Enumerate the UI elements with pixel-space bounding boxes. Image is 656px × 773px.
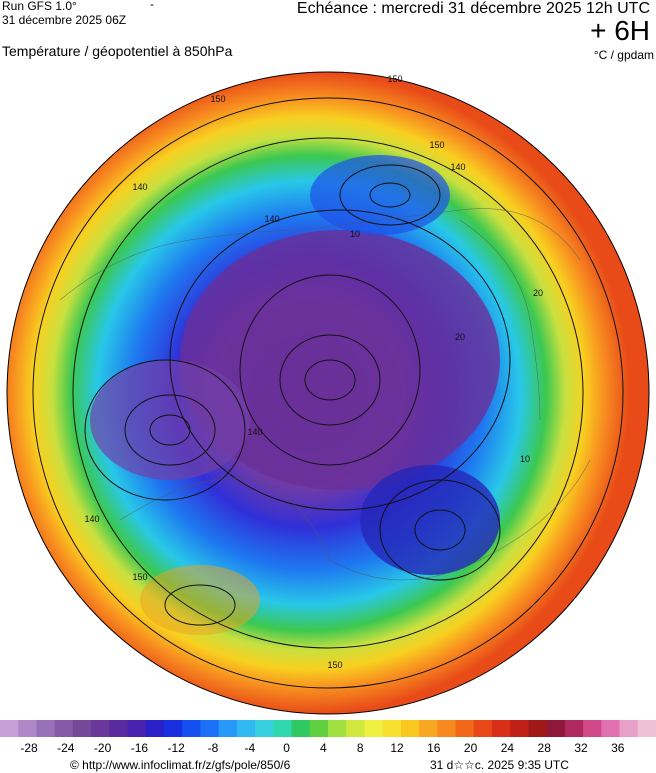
colorbar-cell [36, 720, 56, 737]
colorbar-cell [492, 720, 511, 737]
colorbar-cell [200, 720, 220, 737]
contour-label: 140 [450, 162, 465, 172]
colorbar-label: -16 [131, 741, 149, 755]
colorbar-cell [91, 720, 110, 737]
colorbar-cell [54, 720, 74, 737]
colorbar-cell [437, 720, 457, 737]
echeance: Echéance : mercredi 31 décembre 2025 12h… [297, 0, 650, 17]
contour-label: 150 [132, 572, 147, 582]
colorbar-label: -12 [168, 741, 186, 755]
colorbar-cell [236, 720, 256, 737]
colorbar-cell [564, 720, 584, 737]
colorbar-label: 0 [283, 741, 290, 755]
contour-label: 150 [327, 660, 342, 670]
colorbar-cell [455, 720, 475, 737]
colorbar-cell [400, 720, 420, 737]
colorbar-label: -28 [20, 741, 38, 755]
colorbar-cell [328, 720, 347, 737]
colorbar-label: -20 [94, 741, 112, 755]
colorbar-label: -24 [57, 741, 75, 755]
contour-label: 140 [264, 214, 279, 224]
colorbar-label: 24 [501, 741, 515, 755]
colorbar-cell [619, 720, 639, 737]
colorbar-cell [346, 720, 365, 737]
colorbar-cell [309, 720, 329, 737]
colorbar-cell [419, 720, 438, 737]
contour-label: 150 [429, 140, 444, 150]
colorbar-cell [127, 720, 147, 737]
colorbar-label: 16 [427, 741, 441, 755]
colorbar-label: 8 [357, 741, 364, 755]
colorbar-cell [182, 720, 201, 737]
colorbar-cell [546, 720, 566, 737]
contour-label: 20 [455, 332, 465, 342]
field-label: Température / géopotentiel à 850hPa [2, 43, 233, 59]
colorbar-cell [291, 720, 311, 737]
colorbar-cell [510, 720, 529, 737]
colorbar-cell [72, 720, 92, 737]
offset: + 6H [590, 15, 650, 46]
colorbar-cell [601, 720, 621, 737]
units: °C / gpdam [594, 48, 654, 62]
footer-generated: 31 d☆☆c. 2025 9:35 UTC [430, 758, 569, 772]
colorbar-cell [382, 720, 402, 737]
colorbar-label: 4 [320, 741, 327, 755]
colorbar-cell [637, 720, 656, 737]
colorbar-cell [364, 720, 384, 737]
colorbar-label: 12 [390, 741, 404, 755]
colorbar-label: 20 [464, 741, 478, 755]
map-disc [7, 72, 649, 714]
colorbar-cell [0, 720, 19, 737]
colorbar-label: 32 [574, 741, 588, 755]
contour-label: 150 [387, 74, 402, 84]
run-label: Run GFS 1.0° [2, 0, 77, 13]
colorbar-cell [18, 720, 37, 737]
contour-label: 140 [132, 182, 147, 192]
colorbar-label: 36 [611, 741, 625, 755]
contour-label: 10 [520, 454, 530, 464]
colorbar-cell [583, 720, 602, 737]
contour-label: 140 [247, 427, 262, 437]
map-border [6, 71, 650, 715]
colorbar-cell [164, 720, 183, 737]
contour-label: 20 [533, 288, 543, 298]
contour-label: 140 [84, 514, 99, 524]
colorbar-label: -4 [244, 741, 255, 755]
contour-label: 10 [350, 229, 360, 239]
colorbar-cell [145, 720, 165, 737]
colorbar-cell [218, 720, 238, 737]
contour-label: 150 [210, 94, 225, 104]
colorbar-cell [255, 720, 274, 737]
colorbar-cell [109, 720, 129, 737]
colorbar-cell [473, 720, 493, 737]
run-date: 31 décembre 2025 06Z [2, 13, 126, 27]
colorbar-cell [273, 720, 293, 737]
run-mark: - [150, 0, 154, 11]
colorbar-label: -8 [208, 741, 219, 755]
footer-source: © http://www.infoclimat.fr/z/gfs/pole/85… [70, 758, 291, 772]
colorbar-label: 28 [538, 741, 552, 755]
colorbar-cell [528, 720, 548, 737]
